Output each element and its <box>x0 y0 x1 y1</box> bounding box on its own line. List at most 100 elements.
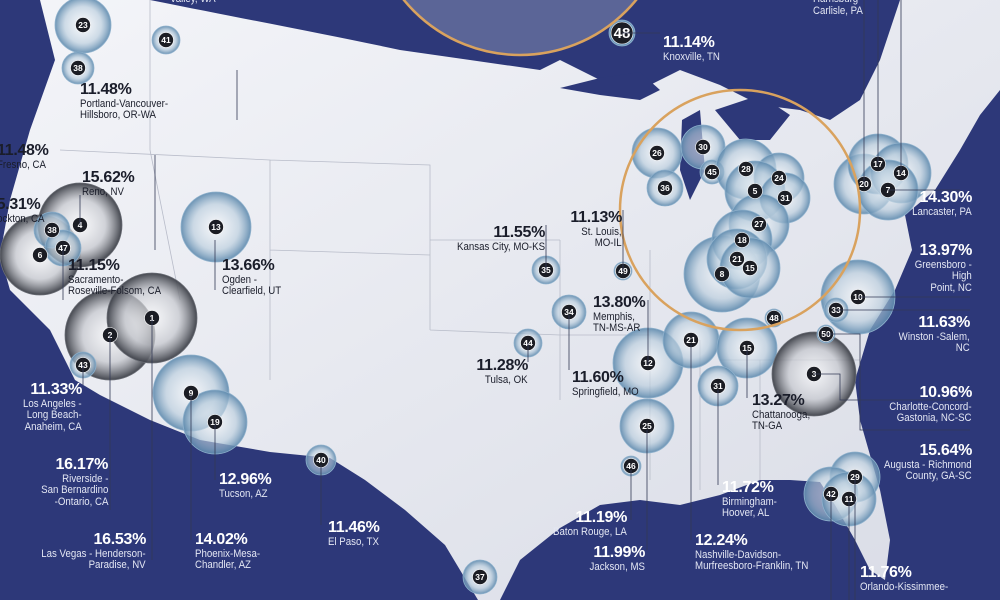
rank-number: 1 <box>150 313 155 323</box>
rank-badge <box>158 32 174 48</box>
rank-badge <box>771 170 787 186</box>
rate-value: 10.96% <box>919 384 973 401</box>
rate-value: 11.72% <box>722 479 774 496</box>
rank-badge <box>32 247 48 263</box>
metro-name: Riverside - San Bernardino -Ontario, CA <box>40 472 108 508</box>
metro-label: 12.24% Nashville-Davidson- Murfreesboro-F… <box>695 532 824 573</box>
metro-label: 11.28% Tulsa, OK <box>476 357 528 386</box>
metro-name: Memphis, TN-MS-AR <box>593 310 641 335</box>
rate-value: 11.14% <box>663 34 715 51</box>
rank-number: 38 <box>47 225 57 235</box>
rank-number: 37 <box>475 572 485 582</box>
rank-number: 11 <box>845 494 854 504</box>
rate-value: 11.46% <box>328 519 380 536</box>
rate-value: 12.96% <box>219 471 272 488</box>
metro-label: 12.96% Tucson, AZ <box>219 471 274 500</box>
rank-number: 21 <box>686 335 696 345</box>
metro-name: Winston -Salem, NC <box>898 330 970 355</box>
rate-value: 14.02% <box>195 531 248 548</box>
metro-label: 11.33% Los Angeles - Long Beach- Anaheim,… <box>15 381 82 433</box>
metro-label: 13.27% Chattanooga, TN-GA <box>752 392 818 433</box>
metro-name: Fresno, CA <box>0 158 46 171</box>
rank-number: 28 <box>741 164 751 174</box>
metro-name: Charlotte-Concord- Gastonia, NC-SC <box>889 400 972 425</box>
rank-number: 25 <box>642 421 652 431</box>
rate-value: 11.99% <box>593 544 645 561</box>
rank-badge <box>208 219 224 235</box>
metro-label: 16.17% Riverside - San Bernardino -Ontari… <box>32 456 109 508</box>
metro-label: Valley, WA <box>170 0 222 6</box>
metro-label: 11.99% Jackson, MS <box>582 544 646 573</box>
rate-value: 13.66% <box>222 257 275 274</box>
metro-label: 11.55% Kansas City, MO-KS <box>445 224 545 253</box>
rank-badge <box>70 60 86 76</box>
metro-label: 11.63% Winston -Salem, NC <box>889 314 970 355</box>
metro-name: Nashville-Davidson- Murfreesboro-Frankli… <box>695 548 809 573</box>
metro-name: Valley, WA <box>170 0 216 6</box>
rank-number: 30 <box>698 142 708 152</box>
rank-number: 48 <box>769 313 779 323</box>
metro-name: Reno, NV <box>82 185 124 198</box>
metro-name: Los Angeles - Long Beach- Anaheim, CA <box>23 397 82 433</box>
rate-value: 11.28% <box>476 357 528 374</box>
rate-value: 11.60% <box>572 369 624 386</box>
metro-name: Orlando-Kissimmee- <box>860 580 949 593</box>
rank-badge <box>704 164 720 180</box>
rank-number: 19 <box>210 417 220 427</box>
metro-label: Harrisburg- Carlisle, PA <box>813 0 870 17</box>
metro-name: El Paso, TX <box>328 535 379 548</box>
metro-name: Knoxville, TN <box>663 50 720 63</box>
rank-number: 31 <box>713 381 723 391</box>
great-lakes <box>560 72 790 200</box>
metro-name: St. Louis, MO-IL <box>581 225 622 250</box>
rate-value: 16.53% <box>93 531 147 548</box>
metro-name: Tucson, AZ <box>219 487 268 500</box>
rank-number: 41 <box>161 35 171 45</box>
rate-value: 11.48% <box>80 81 132 98</box>
metro-label: 11.15% Sacramento- Roseville-Folsom, CA <box>68 257 174 298</box>
rank-number: 26 <box>652 148 662 158</box>
metro-label: 11.48% Portland-Vancouver- Hillsboro, OR-… <box>80 81 180 122</box>
rate-value: 11.13% <box>570 209 622 226</box>
metro-name: Kansas City, MO-KS <box>456 240 545 253</box>
rank-badge <box>44 222 60 238</box>
rank-number: 21 <box>732 254 742 264</box>
rate-value: 15.62% <box>82 169 135 186</box>
rank-number: 23 <box>78 20 88 30</box>
metro-name: Harrisburg- Carlisle, PA <box>813 0 863 17</box>
magnifier-northeast <box>402 0 638 57</box>
rate-value: 13.80% <box>593 294 646 311</box>
metro-label: 11.72% Birmingham- Hoover, AL <box>722 479 784 520</box>
rate-value: 11.33% <box>30 381 82 398</box>
rank-number: 45 <box>707 167 717 177</box>
metro-name: Birmingham- Hoover, AL <box>722 495 777 520</box>
magnifier-midwest <box>618 88 862 332</box>
rank-number: 27 <box>754 219 764 229</box>
rank-number: 34 <box>564 307 574 317</box>
metro-name: Sacramento- Roseville-Folsom, CA <box>68 273 162 298</box>
rank-badge <box>747 183 763 199</box>
rank-badge <box>742 260 758 276</box>
metro-label: 15.31%Stockton, CA <box>0 196 52 225</box>
rank-number: 5 <box>753 186 758 196</box>
rank-badge <box>751 216 767 232</box>
rank-badge <box>714 266 730 282</box>
rank-number: 31 <box>780 193 790 203</box>
rank-badge <box>738 161 754 177</box>
metro-label: 13.66% Ogden - Clearfield, UT <box>222 257 289 298</box>
rate-value: 15.64% <box>919 442 973 459</box>
rank-number: 15 <box>742 343 752 353</box>
metro-name: Baton Rouge, LA <box>553 525 627 538</box>
rank-number: 40 <box>316 455 326 465</box>
metro-name: Phoenix-Mesa- Chandler, AZ <box>195 547 261 572</box>
rank-badge <box>777 190 793 206</box>
metro-name: Tulsa, OK <box>485 373 528 386</box>
rate-value: 15.31% <box>0 196 41 213</box>
rate-value: 11.76% <box>860 564 912 581</box>
rank-number: 38 <box>73 63 83 73</box>
rate-value: 13.97% <box>919 242 973 259</box>
rate-value: 11.63% <box>918 314 970 331</box>
rank-number: 13 <box>211 222 221 232</box>
metro-name: Ogden - Clearfield, UT <box>222 273 282 298</box>
metro-name: Greensboro - High Point, NC <box>914 258 972 294</box>
